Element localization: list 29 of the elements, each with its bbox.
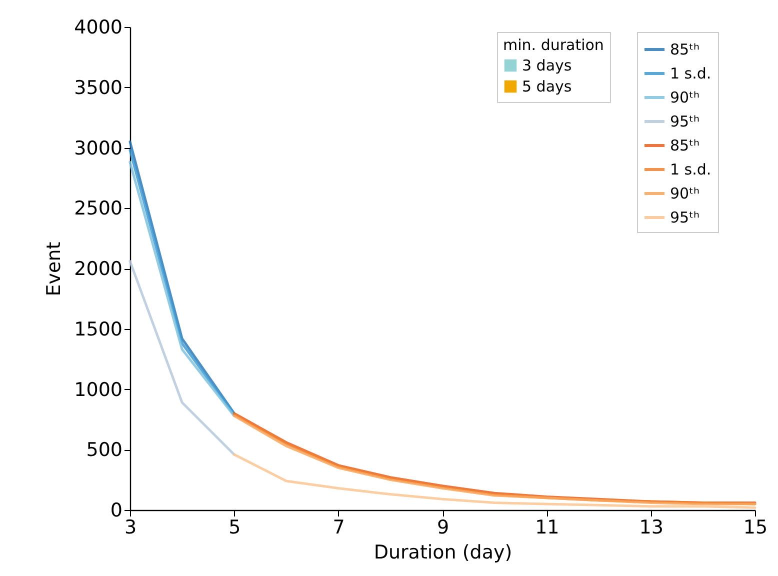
legend-label: 90ᵗʰ	[670, 184, 700, 202]
x-tick-label: 9	[436, 516, 450, 538]
y-tick-label: 3500	[74, 76, 122, 99]
x-tick-label: 7	[332, 516, 345, 538]
x-tick-label: 15	[743, 516, 768, 538]
y-tick-label: 3000	[74, 137, 122, 160]
legend-label: 5 days	[522, 78, 572, 96]
x-axis-title: Duration (day)	[374, 542, 512, 564]
y-axis-title: Event	[43, 242, 66, 296]
x-tick-label: 13	[639, 516, 664, 538]
legend-label: 95ᵗʰ	[670, 112, 700, 130]
legend-title: min. duration	[503, 36, 604, 54]
y-tick-label: 0	[110, 500, 122, 522]
y-tick-label: 2500	[74, 198, 122, 220]
x-tick-label: 5	[228, 516, 241, 538]
y-tick-label: 2000	[74, 258, 122, 280]
legend-label: 95ᵗʰ	[670, 208, 700, 226]
legend-label: 1 s.d.	[670, 160, 712, 178]
legend-label: 85ᵗʰ	[670, 40, 700, 58]
legend-label: 1 s.d.	[670, 64, 712, 82]
legend-label: 85ᵗʰ	[670, 136, 700, 154]
y-tick-label: 500	[86, 439, 122, 462]
legend-label: 90ᵗʰ	[670, 88, 700, 106]
legend-label: 3 days	[522, 56, 572, 74]
x-tick-label: 11	[535, 516, 560, 538]
y-tick-label: 1500	[74, 318, 122, 340]
y-tick-label: 4000	[74, 16, 122, 38]
y-tick-label: 1000	[74, 378, 122, 401]
x-tick-label: 3	[124, 516, 137, 538]
